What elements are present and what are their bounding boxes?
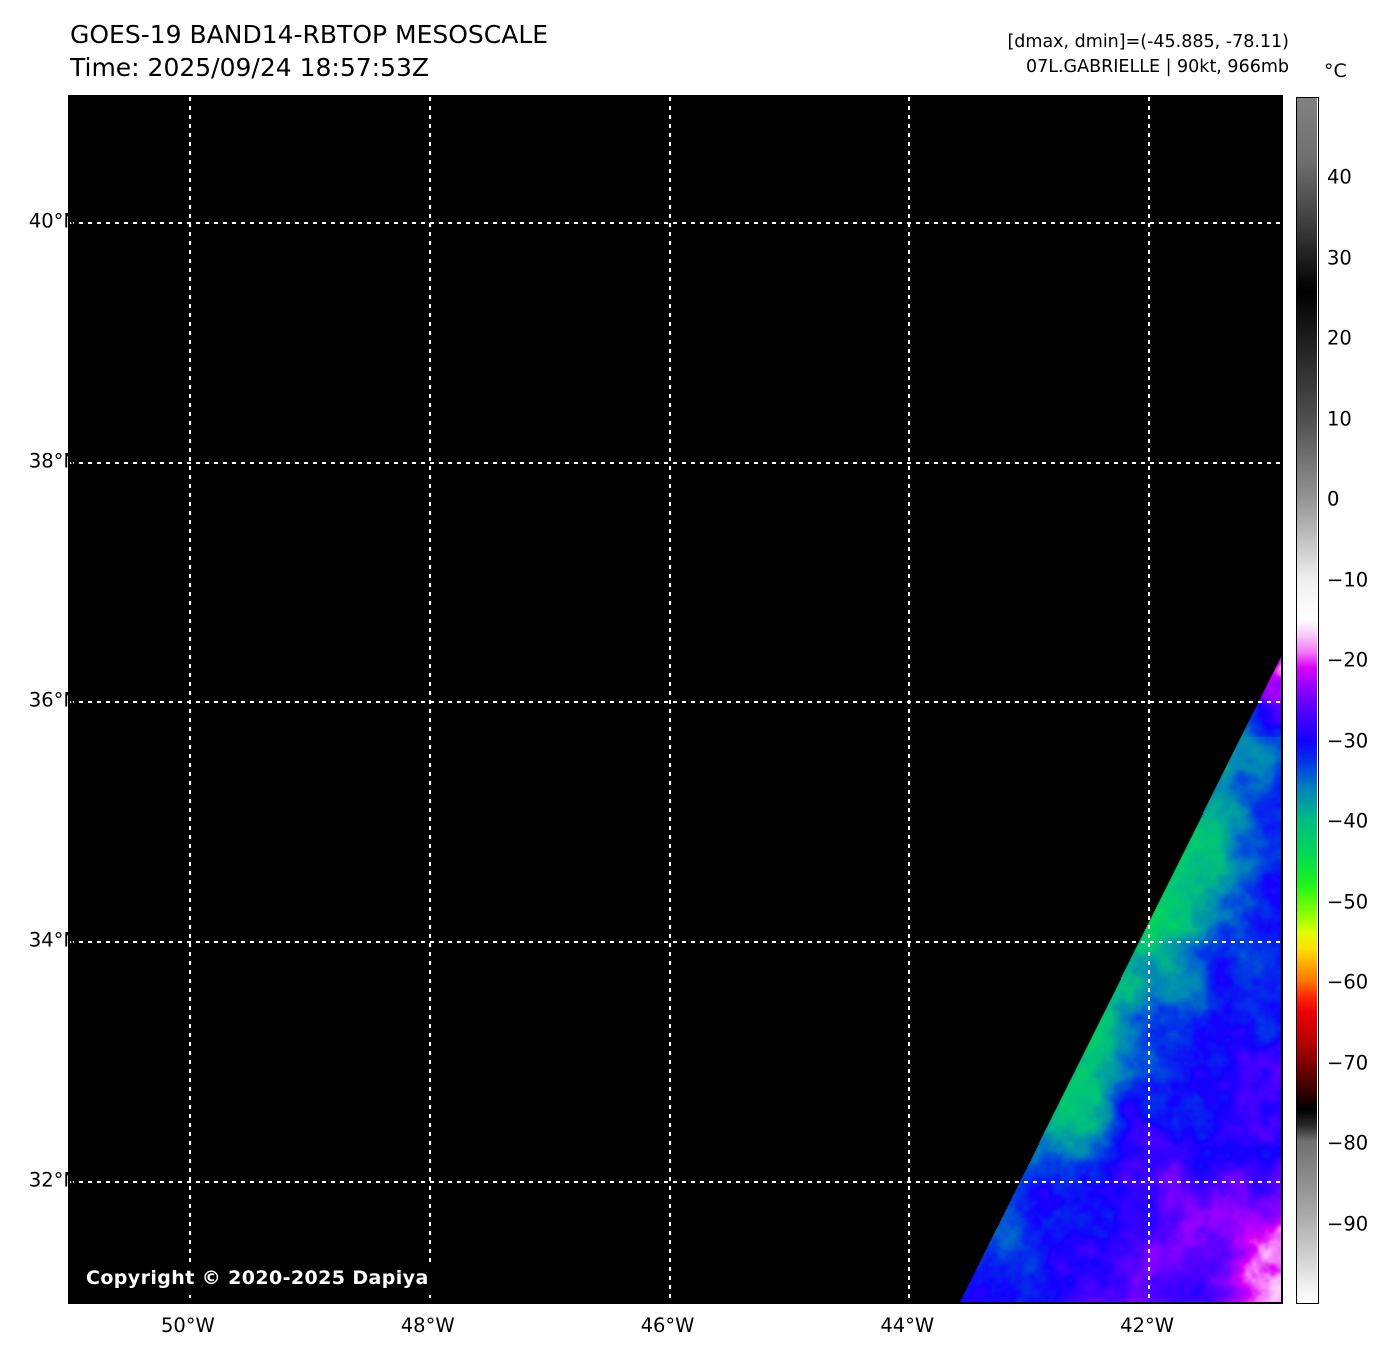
longitude-tick-label: 46°W — [640, 1314, 695, 1337]
timestamp: Time: 2025/09/24 18:57:53Z — [70, 53, 429, 82]
latitude-tick-label: 36°N — [28, 688, 78, 712]
storm-info-label: 07L.GABRIELLE | 90kt, 966mb — [1025, 57, 1289, 78]
latitude-tick-label: 38°N — [28, 449, 78, 473]
colorbar-tick-label: 10 — [1327, 407, 1352, 431]
longitude-tick-label: 42°W — [1120, 1314, 1175, 1337]
colorbar — [1296, 97, 1319, 1304]
colorbar-tick-label: −80 — [1327, 1131, 1369, 1155]
colorbar-gradient — [1297, 98, 1317, 1302]
colorbar-tick-label: −50 — [1327, 890, 1369, 914]
colorbar-tick-label: −20 — [1327, 648, 1369, 672]
colorbar-tick-label: 0 — [1327, 487, 1340, 511]
longitude-tick-label: 50°W — [160, 1314, 215, 1337]
colorbar-tick-label: −30 — [1327, 729, 1369, 753]
colorbar-unit-label: °C — [1324, 60, 1347, 82]
colorbar-tick-label: 30 — [1327, 246, 1352, 270]
metadata-block: [dmax, dmin]=(-45.885, -78.11) 07L.GABRI… — [1007, 30, 1289, 81]
longitude-tick-label: 44°W — [880, 1314, 935, 1337]
colorbar-tick-label: −60 — [1327, 970, 1369, 994]
satellite-imagery-canvas — [70, 97, 1281, 1302]
copyright-banner: Copyright © 2020-2025 Dapiya — [76, 1262, 439, 1295]
dminmax-label: [dmax, dmin]=(-45.885, -78.11) — [1007, 32, 1289, 52]
colorbar-tick-label: 40 — [1327, 165, 1352, 189]
colorbar-tick-label: −40 — [1327, 809, 1369, 833]
title-block: GOES-19 BAND14-RBTOP MESOSCALE Time: 202… — [70, 18, 548, 84]
latitude-tick-label: 34°N — [28, 928, 78, 952]
page-title: GOES-19 BAND14-RBTOP MESOSCALE — [70, 20, 549, 49]
colorbar-tick-label: 20 — [1327, 326, 1352, 350]
latitude-tick-label: 40°N — [28, 209, 78, 233]
latitude-tick-label: 32°N — [28, 1168, 78, 1192]
colorbar-tick-label: −10 — [1327, 568, 1369, 592]
colorbar-tick-label: −70 — [1327, 1051, 1369, 1075]
satellite-image-plot: Copyright © 2020-2025 Dapiya — [68, 95, 1283, 1304]
longitude-tick-label: 48°W — [400, 1314, 455, 1337]
colorbar-tick-label: −90 — [1327, 1212, 1369, 1236]
